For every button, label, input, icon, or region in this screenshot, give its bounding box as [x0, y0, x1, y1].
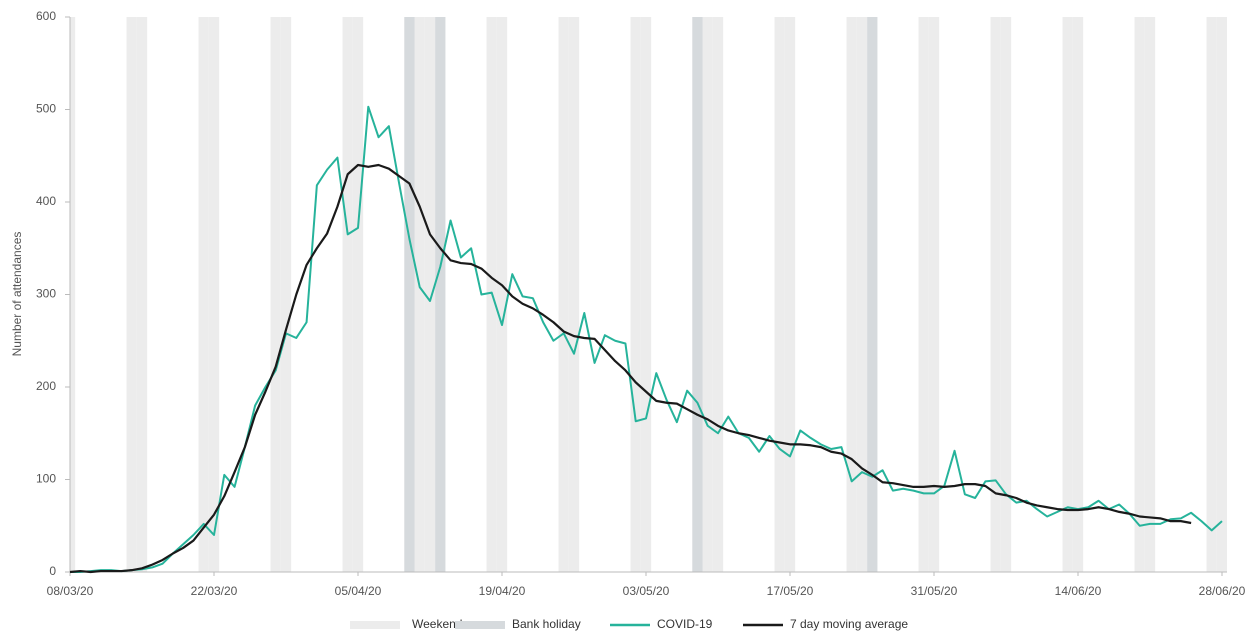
weekend-band	[712, 17, 724, 572]
weekend-band	[846, 17, 857, 572]
weekend-band	[1134, 17, 1145, 572]
weekend-band	[126, 17, 137, 572]
weekend-band	[568, 17, 580, 572]
x-tick-label: 28/06/20	[1199, 584, 1246, 598]
weekend-band	[496, 17, 508, 572]
weekend-band	[352, 17, 364, 572]
weekend-band	[70, 17, 76, 572]
weekend-band	[1062, 17, 1073, 572]
weekend-band	[280, 17, 292, 572]
weekend-band	[630, 17, 641, 572]
weekend-band	[640, 17, 652, 572]
y-tick-label: 200	[36, 379, 56, 393]
y-tick-label: 300	[36, 287, 56, 301]
weekend-band	[424, 17, 436, 572]
weekend-band	[918, 17, 929, 572]
x-tick-label: 22/03/20	[191, 584, 238, 598]
legend-swatch	[455, 621, 505, 629]
weekend-band	[342, 17, 353, 572]
weekend-band	[414, 17, 425, 572]
weekend-band	[774, 17, 785, 572]
bank-holiday-band	[435, 17, 446, 572]
weekend-band	[990, 17, 1001, 572]
weekend-band	[1206, 17, 1217, 572]
x-tick-label: 05/04/20	[335, 584, 382, 598]
legend-swatch	[350, 621, 400, 629]
x-tick-label: 17/05/20	[767, 584, 814, 598]
weekend-band	[784, 17, 796, 572]
x-tick-label: 31/05/20	[911, 584, 958, 598]
weekend-band	[1144, 17, 1156, 572]
x-tick-label: 03/05/20	[623, 584, 670, 598]
weekend-band	[702, 17, 713, 572]
weekend-band	[1216, 17, 1227, 572]
weekend-band	[856, 17, 868, 572]
weekend-band	[558, 17, 569, 572]
weekend-band	[270, 17, 281, 572]
bank-holiday-band	[867, 17, 878, 572]
weekend-band	[928, 17, 940, 572]
x-tick-label: 14/06/20	[1055, 584, 1102, 598]
bank-holiday-band	[404, 17, 415, 572]
y-tick-label: 0	[49, 564, 56, 578]
x-tick-label: 08/03/20	[47, 584, 94, 598]
legend: Weekend Bank holiday COVID-19 7 day moving …	[350, 617, 908, 631]
weekend-band	[198, 17, 209, 572]
weekend-band	[136, 17, 148, 572]
series-line	[69, 163, 1192, 574]
weekend-band	[1072, 17, 1084, 572]
legend-label: Weekend	[412, 617, 462, 631]
weekend-band	[1000, 17, 1012, 572]
legend-label: Bank holiday	[512, 617, 581, 631]
legend-label: 7 day moving average	[790, 617, 908, 631]
y-tick-label: 500	[36, 102, 56, 116]
y-axis-title: Number of attendances	[10, 232, 24, 357]
legend-label: COVID-19	[657, 617, 713, 631]
bank-holiday-band	[692, 17, 703, 572]
weekend-band	[208, 17, 220, 572]
y-tick-label: 400	[36, 194, 56, 208]
shading	[70, 17, 1227, 572]
x-tick-label: 19/04/20	[479, 584, 526, 598]
y-tick-label: 100	[36, 472, 56, 486]
y-tick-label: 600	[36, 9, 56, 23]
